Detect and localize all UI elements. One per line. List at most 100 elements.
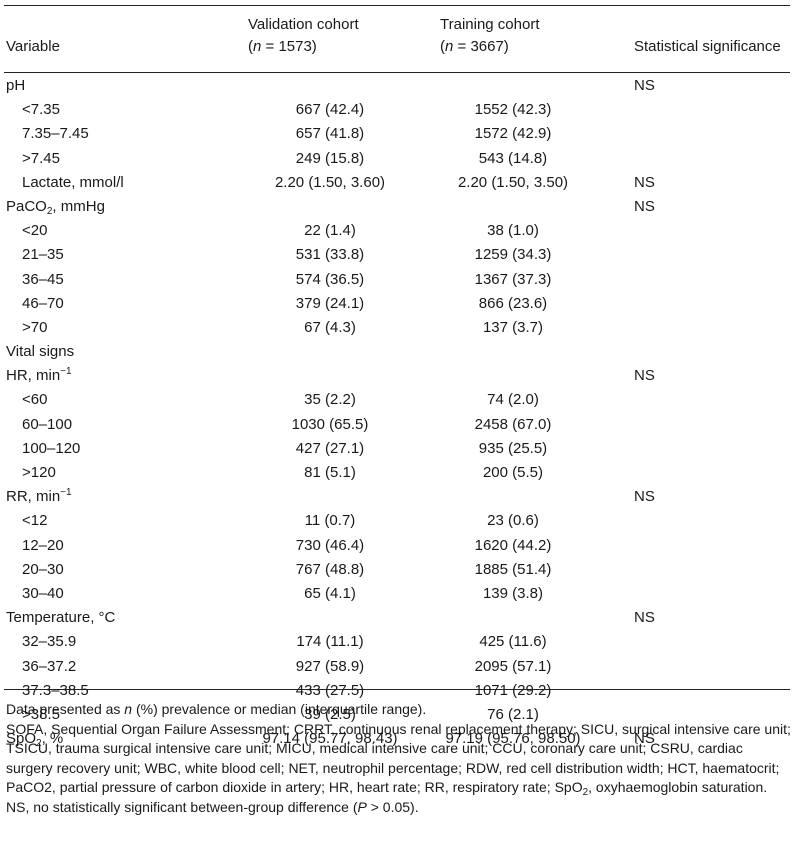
cell-training: 2458 (67.0) (474, 415, 552, 433)
cell-significance: NS (634, 488, 655, 506)
cell-training: 74 (2.0) (487, 391, 539, 409)
footnote-ns: NS, no statistically significant between… (6, 798, 419, 815)
cell-significance: NS (634, 77, 655, 94)
cell-training: 1071 (29.2) (474, 681, 552, 699)
cell-validation: 174 (11.1) (296, 633, 364, 651)
table-row: >120 81 (5.1) 200 (5.5) (0, 461, 802, 485)
cell-variable: 32–35.9 (22, 633, 77, 651)
cell-training: 1885 (51.4) (474, 560, 552, 578)
table-row: 37.3–38.5 433 (27.5) 1071 (29.2) (0, 679, 802, 703)
cell-validation: 927 (58.9) (295, 657, 365, 675)
cell-training: 935 (25.5) (478, 439, 548, 457)
cell-training: 543 (14.8) (478, 149, 548, 167)
cell-validation: 35 (2.2) (304, 391, 356, 409)
cell-validation: 730 (46.4) (295, 536, 365, 554)
table-row: Vital signs (0, 340, 802, 364)
table-row: 36–45 574 (36.5) 1367 (37.3) (0, 268, 802, 292)
cell-training: 1572 (42.9) (474, 125, 552, 143)
cell-variable: <60 (22, 391, 48, 409)
table-bottom-rule (4, 689, 790, 690)
cell-training: 76 (2.1) (487, 705, 539, 723)
table-top-rule (4, 5, 790, 6)
cell-variable: 100–120 (22, 439, 81, 457)
cell-significance: NS (634, 367, 655, 385)
cell-variable: 36–45 (22, 270, 64, 288)
table-row: 30–40 65 (4.1) 139 (3.8) (0, 582, 802, 606)
table-row: 60–100 1030 (65.5) 2458 (67.0) (0, 413, 802, 437)
cell-variable: >38.5 (22, 705, 60, 723)
table-row: 12–20 730 (46.4) 1620 (44.2) (0, 534, 802, 558)
table-row: <12 11 (0.7) 23 (0.6) (0, 509, 802, 533)
table-row: <60 35 (2.2) 74 (2.0) (0, 388, 802, 412)
table-row: 36–37.2 927 (58.9) 2095 (57.1) (0, 655, 802, 679)
cell-training: 200 (5.5) (482, 464, 544, 481)
header-significance: Statistical significance (634, 38, 781, 55)
cell-variable: >7.45 (22, 149, 60, 167)
cell-validation: 433 (27.5) (295, 681, 365, 699)
cell-variable: 7.35–7.45 (22, 125, 89, 143)
table-row: <7.35 667 (42.4) 1552 (42.3) (0, 98, 802, 122)
table-row: 100–120 427 (27.1) 935 (25.5) (0, 437, 802, 461)
header-validation-n: (n = 1573) (248, 38, 317, 55)
cell-validation: 2.20 (1.50, 3.60) (274, 173, 386, 191)
table-row: 7.35–7.45 657 (41.8) 1572 (42.9) (0, 122, 802, 146)
cell-variable: 60–100 (22, 415, 73, 433)
table-row: 20–30 767 (48.8) 1885 (51.4) (0, 558, 802, 582)
table-body: pH NS <7.35 667 (42.4) 1552 (42.3) 7.35–7.45 6… (0, 74, 802, 751)
cell-variable: HR, min−1 (6, 366, 72, 385)
cell-variable: SpO2, % (6, 730, 64, 750)
table-row: PaCO2, mmHg NS (0, 195, 802, 219)
cell-variable: 21–35 (22, 246, 64, 264)
cell-validation: 531 (33.8) (295, 246, 365, 264)
cell-validation: 97.14 (95.77, 98.43) (262, 730, 398, 748)
table-row: 32–35.9 174 (11.1) 425 (11.6) (0, 630, 802, 654)
cell-variable: Temperature, °C (6, 609, 116, 627)
cell-variable: 37.3–38.5 (22, 681, 89, 699)
header-validation-title: Validation cohort (248, 16, 359, 33)
cell-training: 139 (3.8) (482, 584, 544, 602)
table-header-rule (4, 72, 790, 73)
cell-training: 97.19 (95.76, 98.50) (445, 730, 581, 748)
cell-variable: Vital signs (6, 343, 75, 361)
table-row: 46–70 379 (24.1) 866 (23.6) (0, 292, 802, 316)
table-row: RR, min−1 NS (0, 485, 802, 509)
cell-training: 137 (3.7) (482, 318, 544, 336)
cell-validation: 11 (0.7) (304, 512, 356, 530)
table-row: >7.45 249 (15.8) 543 (14.8) (0, 147, 802, 171)
cell-variable: RR, min−1 (6, 487, 72, 506)
table-footnotes: Data presented as n (%) prevalence or me… (6, 700, 792, 817)
table-row: pH NS (0, 74, 802, 98)
cell-variable: PaCO2, mmHg (6, 197, 105, 217)
cell-validation: 427 (27.1) (295, 439, 365, 457)
table-row: >70 67 (4.3) 137 (3.7) (0, 316, 802, 340)
cell-validation: 767 (48.8) (295, 560, 365, 578)
header-training-title: Training cohort (440, 16, 540, 33)
cell-training: 1259 (34.3) (474, 246, 552, 264)
cell-training: 1620 (44.2) (474, 536, 552, 554)
cell-validation: 39 (2.5) (304, 705, 356, 723)
table-row: <20 22 (1.4) 38 (1.0) (0, 219, 802, 243)
cell-training: 425 (11.6) (479, 633, 547, 651)
cell-validation: 379 (24.1) (295, 294, 365, 312)
cell-variable: <12 (22, 512, 48, 530)
cell-variable: Lactate, mmol/l (22, 173, 124, 191)
cell-validation: 65 (4.1) (304, 584, 356, 602)
table-row: 21–35 531 (33.8) 1259 (34.3) (0, 243, 802, 267)
table-header: Variable Validation cohort (n = 1573) Tr… (0, 14, 802, 68)
cell-significance: NS (634, 730, 655, 748)
cell-variable: <20 (22, 222, 48, 240)
cell-validation: 1030 (65.5) (291, 415, 369, 433)
cell-validation: 667 (42.4) (295, 101, 365, 119)
cell-validation: 657 (41.8) (295, 125, 365, 143)
cell-validation: 22 (1.4) (304, 222, 356, 240)
cell-training: 2.20 (1.50, 3.50) (457, 173, 569, 191)
cell-training: 1552 (42.3) (474, 101, 552, 119)
cell-training: 38 (1.0) (487, 222, 539, 240)
footnote-data-presented: Data presented as n (%) prevalence or me… (6, 701, 427, 717)
header-training-n: (n = 3667) (440, 38, 509, 55)
cell-variable: pH (6, 77, 26, 94)
cell-significance: NS (634, 173, 655, 191)
table-row: SpO2, % 97.14 (95.77, 98.43) 97.19 (95.76,… (0, 727, 802, 751)
cell-variable: 12–20 (22, 536, 64, 554)
